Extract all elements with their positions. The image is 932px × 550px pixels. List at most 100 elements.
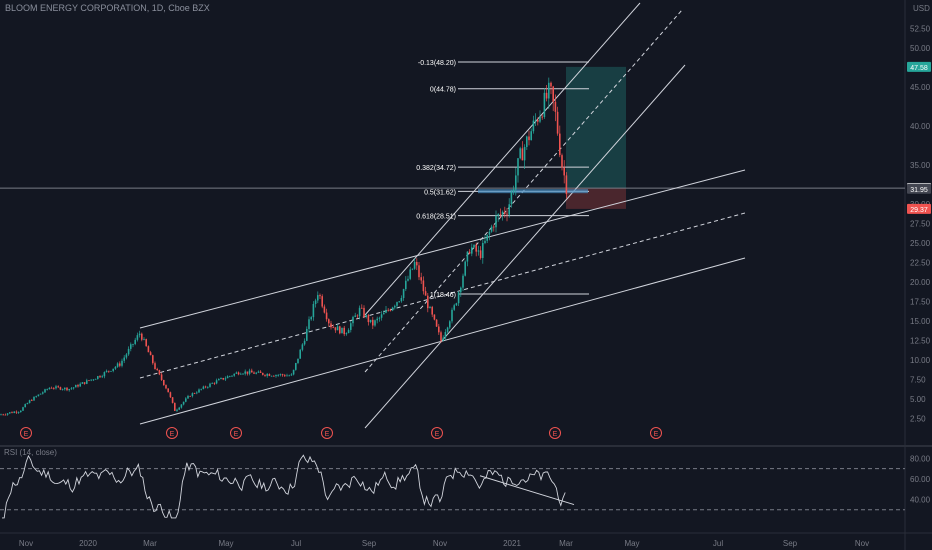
time-tick-label: May: [218, 539, 233, 548]
candle-body: [396, 302, 398, 306]
candle-body: [119, 363, 121, 366]
candle-body: [413, 261, 416, 269]
time-tick-label: Nov: [855, 539, 869, 548]
candle-body: [268, 374, 271, 376]
candle-body: [363, 307, 365, 318]
candle-body: [339, 326, 341, 334]
price-tag-label: 29.37: [910, 207, 928, 214]
price-tag-label: 47.58: [910, 65, 928, 72]
candle-body: [226, 376, 229, 379]
candle-body: [213, 382, 216, 384]
candle-body: [174, 402, 176, 411]
candle-body: [44, 389, 46, 393]
candle-body: [28, 400, 31, 404]
candle-body: [160, 374, 163, 380]
price-tick-label: 17.50: [910, 298, 931, 307]
candle-body: [215, 380, 218, 384]
candle-body: [198, 389, 200, 393]
price-tick-label: 22.50: [910, 259, 931, 268]
candle-body: [565, 175, 568, 195]
candle-body: [431, 306, 433, 315]
candle-body: [383, 312, 385, 315]
candle-body: [0, 414, 2, 416]
candle-body: [446, 327, 449, 332]
candle-body: [246, 371, 249, 374]
candle-body: [176, 409, 178, 411]
candle-body: [187, 395, 189, 399]
candle-body: [141, 333, 143, 340]
candle-body: [532, 120, 535, 132]
candle-body: [325, 312, 328, 320]
candle-body: [521, 148, 524, 161]
price-tick-label: 25.00: [910, 239, 931, 248]
rsi-tick-label: 40.00: [910, 495, 931, 504]
time-tick-label: Mar: [559, 539, 573, 548]
chart-title: BLOOM ENERGY CORPORATION, 1D, Cboe BZX: [5, 3, 210, 13]
candle-body: [209, 383, 211, 387]
candle-body: [548, 82, 550, 99]
price-tick-label: 50.00: [910, 44, 931, 53]
candle-body: [123, 357, 125, 361]
steep-channel-lower: [364, 64, 686, 429]
candle-body: [321, 296, 323, 307]
fib-highlight-zone: [478, 189, 588, 194]
time-tick-label: Sep: [362, 539, 377, 548]
price-tick-label: 52.50: [910, 25, 931, 34]
candle-body: [497, 214, 499, 216]
earnings-marker-label: E: [170, 431, 175, 438]
candle-body: [378, 317, 381, 319]
earnings-marker: [321, 427, 333, 439]
candle-body: [330, 323, 332, 328]
earnings-marker: [650, 427, 662, 439]
candle-body: [66, 387, 68, 391]
candle-body: [143, 339, 145, 340]
candle-body: [200, 388, 202, 390]
candle-body: [385, 309, 387, 313]
candle-body: [108, 370, 110, 372]
candle-body: [233, 373, 235, 376]
candle-body: [484, 240, 486, 244]
price-tick-label: 12.50: [910, 337, 931, 346]
candle-body: [288, 375, 290, 377]
candle-body: [418, 265, 420, 278]
price-tick-label: 27.50: [910, 220, 931, 229]
candle-body: [171, 397, 174, 403]
candle-body: [97, 376, 99, 379]
candle-body: [347, 329, 350, 334]
candle-body: [167, 388, 169, 393]
candle-body: [204, 386, 207, 388]
candle-body: [372, 319, 374, 326]
earnings-marker-label: E: [325, 431, 330, 438]
candle-body: [504, 211, 506, 214]
candle-body: [460, 287, 462, 293]
rsi-divergence-line: [479, 475, 575, 506]
candle-body: [50, 387, 53, 389]
candle-body: [290, 374, 293, 376]
candle-body: [114, 366, 117, 369]
candle-body: [17, 412, 20, 413]
fib-level-label: 1(18.46): [430, 292, 456, 299]
candle-body: [154, 363, 156, 369]
candle-body: [275, 375, 277, 377]
candle-body: [530, 131, 532, 141]
candle-body: [510, 191, 513, 205]
candle-body: [407, 278, 409, 281]
candle-body: [493, 226, 495, 228]
candle-body: [292, 369, 295, 375]
candle-body: [218, 378, 220, 381]
fib-level-label: 0.5(31.62): [424, 189, 456, 196]
price-tick-label: 40.00: [910, 122, 931, 131]
price-tick-label: 5.00: [910, 395, 926, 404]
price-tick-label: 10.00: [910, 356, 931, 365]
candle-body: [64, 387, 66, 390]
candle-body: [451, 309, 453, 322]
candle-body: [534, 119, 537, 121]
candle-body: [310, 317, 312, 320]
earnings-marker-label: E: [553, 431, 558, 438]
candle-body: [53, 388, 55, 390]
rsi-tick-label: 80.00: [910, 454, 931, 463]
candle-body: [350, 323, 352, 330]
candle-body: [24, 404, 26, 408]
